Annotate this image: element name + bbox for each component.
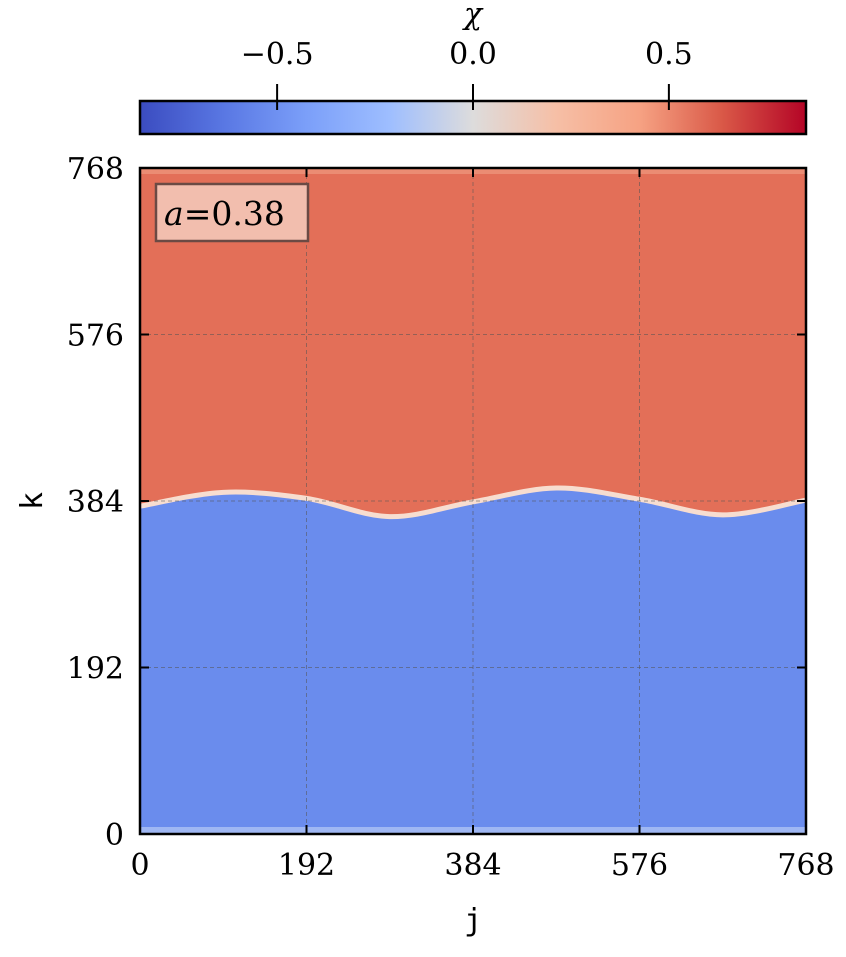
heatmap-field (140, 168, 806, 834)
y-tick-label: 576 (67, 319, 124, 354)
x-tick-labels: 0 192 384 576 768 (130, 848, 834, 883)
annotation-symbol: a (164, 194, 184, 233)
y-tick-label: 192 (67, 652, 124, 687)
y-tick-label: 384 (67, 485, 124, 520)
x-tick-label: 576 (611, 848, 668, 883)
x-tick-label: 0 (130, 848, 149, 883)
y-tick-label: 0 (105, 818, 124, 853)
y-tick-labels: 0 192 384 576 768 (67, 152, 124, 853)
x-tick-label: 384 (444, 848, 501, 883)
annotation-value: 0.38 (211, 194, 284, 233)
x-axis-label: j (464, 903, 482, 938)
colorbar-ticks (276, 84, 670, 110)
x-tick-label: 192 (278, 848, 335, 883)
interface-line (140, 485, 806, 520)
colorbar-tick-label: −0.5 (241, 37, 314, 72)
colorbar-tick-label: 0.0 (449, 37, 497, 72)
y-tick-label: 768 (67, 152, 124, 187)
axis-ticks (139, 167, 807, 835)
annotation-equals: = (184, 194, 212, 233)
colorbar-label: χ (462, 0, 484, 32)
colorbar-tick-label: 0.5 (645, 37, 693, 72)
y-axis-label: k (15, 492, 50, 510)
annotation-box (154, 182, 310, 243)
x-tick-label: 768 (777, 848, 834, 883)
annotation-text: a=0.38 (164, 194, 285, 233)
colorbar-tick-labels: −0.5 0.0 0.5 (241, 37, 693, 72)
gridlines (140, 168, 806, 834)
